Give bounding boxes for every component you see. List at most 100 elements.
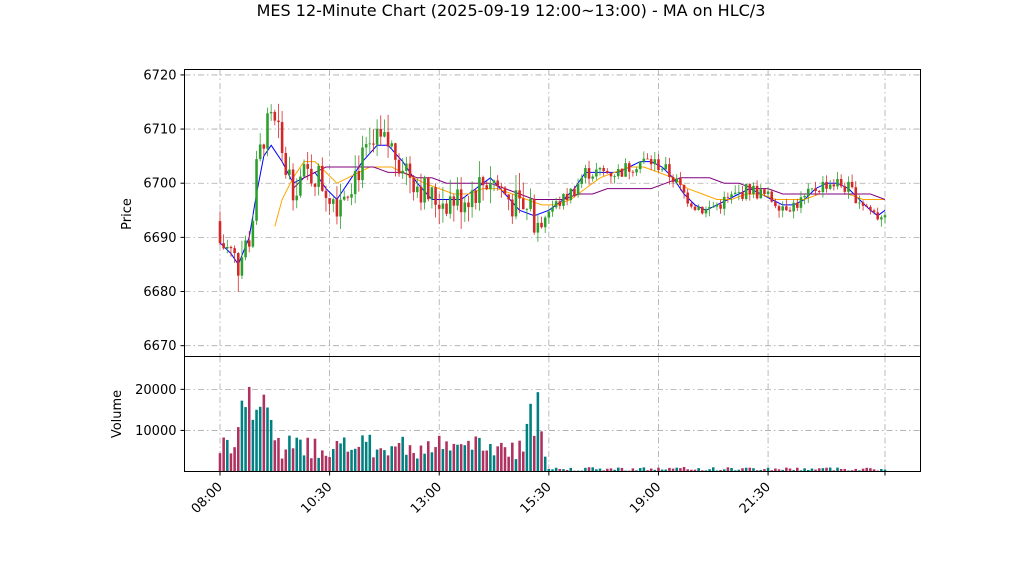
volume-bar bbox=[467, 440, 470, 472]
volume-bar bbox=[741, 468, 744, 472]
candle-body bbox=[372, 143, 375, 145]
volume-bar bbox=[416, 458, 419, 472]
candle-body bbox=[682, 184, 686, 193]
candle-body bbox=[434, 187, 437, 205]
candle-body bbox=[850, 181, 854, 188]
candle-body bbox=[412, 177, 415, 193]
candle-body bbox=[554, 201, 558, 208]
volume-tick-label: 20000 bbox=[135, 383, 176, 398]
volume-bar bbox=[682, 467, 686, 472]
volume-bar bbox=[697, 468, 700, 472]
candle-body bbox=[847, 181, 850, 192]
candle-body bbox=[514, 190, 518, 217]
volume-bar bbox=[609, 468, 613, 472]
volume-bar bbox=[295, 437, 299, 472]
volume-bar bbox=[803, 468, 806, 472]
candle-body bbox=[631, 171, 635, 173]
volume-bar bbox=[646, 470, 649, 472]
candle-body bbox=[854, 187, 858, 204]
candle-body bbox=[353, 171, 357, 195]
candle-body bbox=[401, 170, 404, 174]
volume-bar bbox=[269, 419, 273, 472]
candle-body bbox=[350, 194, 353, 198]
volume-bar bbox=[244, 407, 247, 472]
volume-bar bbox=[693, 469, 697, 472]
volume-bar bbox=[419, 445, 423, 472]
volume-bar bbox=[799, 470, 803, 472]
volume-bar bbox=[752, 468, 755, 472]
candle-body bbox=[872, 210, 876, 213]
candle-body bbox=[306, 164, 309, 169]
candle-body bbox=[869, 206, 872, 211]
candle-body bbox=[785, 206, 788, 211]
candle-body bbox=[255, 159, 258, 221]
candle-body bbox=[722, 196, 726, 209]
volume-bar bbox=[616, 467, 620, 472]
volume-bar bbox=[880, 469, 883, 472]
candle-body bbox=[222, 243, 225, 249]
candle-body bbox=[675, 178, 679, 183]
volume-bar bbox=[306, 437, 309, 472]
candle-body bbox=[810, 188, 814, 190]
candle-body bbox=[368, 143, 372, 145]
volume-bar bbox=[317, 457, 320, 472]
candle-body bbox=[218, 221, 222, 244]
candle-body bbox=[693, 206, 697, 210]
volume-bar bbox=[247, 386, 251, 472]
candle-body bbox=[744, 184, 748, 199]
volume-bar bbox=[412, 453, 415, 472]
volume-bar bbox=[408, 445, 412, 472]
volume-bar bbox=[489, 444, 492, 472]
candle-body bbox=[511, 199, 514, 217]
volume-bar bbox=[850, 470, 854, 472]
candle-body bbox=[317, 165, 320, 187]
volume-bar bbox=[551, 469, 554, 472]
candle-body bbox=[748, 184, 752, 195]
volume-bar bbox=[346, 451, 350, 472]
candle-body bbox=[226, 246, 229, 249]
candle-body bbox=[690, 203, 693, 207]
candle-body bbox=[880, 217, 883, 220]
candle-body bbox=[737, 191, 741, 193]
candle-body bbox=[233, 248, 236, 254]
candle-body bbox=[291, 169, 295, 201]
candle-body bbox=[485, 185, 489, 190]
candle-body bbox=[865, 205, 869, 207]
volume-bar bbox=[437, 435, 441, 472]
volume-bar bbox=[368, 434, 372, 472]
volume-bar bbox=[635, 470, 638, 472]
volume-bar bbox=[664, 469, 668, 472]
volume-bar bbox=[331, 448, 335, 472]
volume-bar bbox=[233, 447, 236, 472]
candle-body bbox=[774, 201, 777, 207]
candle-body bbox=[452, 196, 456, 206]
candle-body bbox=[828, 184, 832, 189]
candle-body bbox=[584, 168, 587, 178]
candle-body bbox=[817, 191, 821, 193]
candle-body bbox=[426, 177, 430, 200]
volume-bar bbox=[554, 467, 558, 472]
volume-bar bbox=[394, 446, 397, 472]
candle-body bbox=[788, 210, 792, 212]
volume-bar bbox=[832, 470, 836, 472]
candle-body bbox=[741, 191, 744, 199]
volume-bar bbox=[569, 467, 573, 472]
candle-body bbox=[236, 253, 240, 276]
candle-body bbox=[518, 190, 521, 199]
candle-body bbox=[342, 196, 346, 200]
candle-body bbox=[763, 189, 766, 195]
candle-body bbox=[701, 206, 704, 214]
volume-bar bbox=[817, 468, 821, 472]
candle-body bbox=[562, 193, 565, 206]
candle-body bbox=[616, 169, 620, 177]
candle-body bbox=[500, 186, 503, 188]
candle-body bbox=[602, 167, 605, 172]
volume-bar bbox=[503, 447, 507, 472]
candle-body bbox=[474, 190, 478, 203]
candle-body bbox=[547, 211, 551, 218]
candle-body bbox=[335, 199, 339, 217]
candle-body bbox=[759, 189, 763, 199]
candle-body bbox=[595, 169, 598, 177]
volume-bar bbox=[514, 459, 518, 472]
candle-body bbox=[543, 217, 547, 228]
